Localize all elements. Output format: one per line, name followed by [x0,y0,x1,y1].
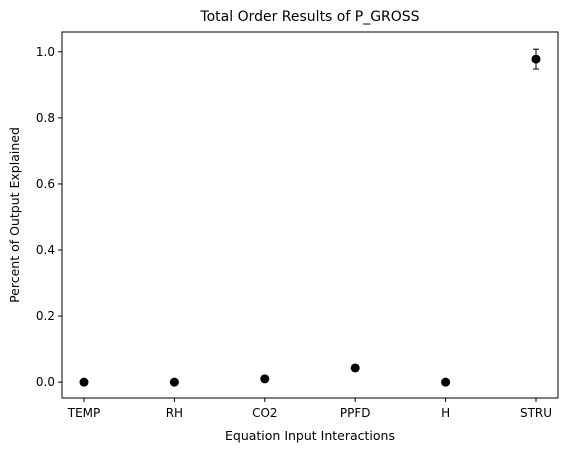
data-point [531,54,541,64]
x-tick-label: RH [166,406,183,420]
chart-title: Total Order Results of P_GROSS [199,9,419,25]
y-tick-label: 0.6 [36,177,55,191]
y-axis-label: Percent of Output Explained [7,127,22,303]
data-point [79,377,89,387]
plot-area [61,31,559,399]
data-series [79,48,541,387]
x-axis: TEMP RH CO2 PPFD H STRU [67,398,552,420]
x-tick-label: CO2 [252,406,277,420]
x-tick-label: TEMP [67,406,101,420]
data-point [260,374,270,384]
y-tick-label: 0.0 [36,375,55,389]
data-point [169,377,179,387]
y-tick-label: 0.4 [36,243,55,257]
data-point [350,363,360,373]
y-tick-label: 1.0 [36,45,55,59]
y-tick-label: 0.2 [36,309,55,323]
data-point [441,377,451,387]
y-axis: 0.0 0.2 0.4 0.6 0.8 1.0 [36,45,62,389]
x-axis-label: Equation Input Interactions [225,428,395,443]
x-tick-label: PPFD [340,406,371,420]
x-tick-label: STRU [520,406,552,420]
x-tick-label: H [441,406,450,420]
y-tick-label: 0.8 [36,111,55,125]
